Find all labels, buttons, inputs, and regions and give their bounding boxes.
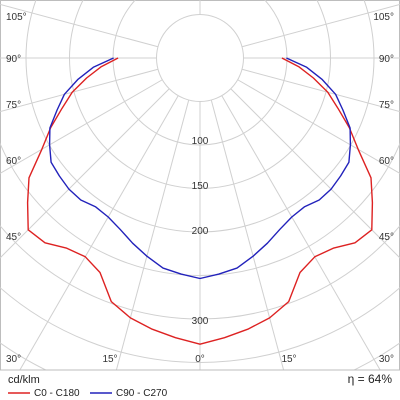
grid-ray-15-left xyxy=(107,99,190,400)
angle-label-right-1: 75° xyxy=(379,100,394,111)
grid-ray-30-right xyxy=(221,95,381,371)
footer-background xyxy=(0,370,400,400)
grid-ray-75-right xyxy=(241,68,400,113)
series-curve-0 xyxy=(26,57,374,345)
series-curve-1 xyxy=(48,57,352,280)
angle-label-bottom-1: 15° xyxy=(102,354,117,365)
angle-label-right-3: 45° xyxy=(379,232,394,243)
series-group xyxy=(26,57,374,345)
grid-ray-105-right xyxy=(241,3,400,48)
legend-label-c90: C90 - C270 xyxy=(116,388,168,399)
grid-ray-45-right xyxy=(230,88,400,259)
angle-label-right-2: 60° xyxy=(379,156,394,167)
angle-label-left-2: 60° xyxy=(6,156,21,167)
angle-label-bottom-0: 30° xyxy=(6,354,21,365)
angle-label-right-0: 90° xyxy=(379,54,394,65)
radial-label-300: 300 xyxy=(192,316,209,327)
angle-label-left-0: 90° xyxy=(6,54,21,65)
grid-ray-105-left xyxy=(0,3,159,48)
angle-label-105-left: 105° xyxy=(6,12,27,23)
angle-label-bottom-4: 30° xyxy=(379,354,394,365)
grid-ray-60-right xyxy=(237,79,400,175)
efficiency-label: η = 64% xyxy=(348,372,393,386)
grid-ray-60-left xyxy=(0,79,163,175)
angle-label-105-right: 105° xyxy=(373,12,394,23)
unit-label: cd/klm xyxy=(8,374,40,386)
angle-label-left-1: 75° xyxy=(6,100,21,111)
footer: cd/klm η = 64% C0 - C180 C90 - C270 xyxy=(8,372,392,399)
angle-label-bottom-2: 0° xyxy=(195,354,205,365)
grid-ray-75-left xyxy=(0,68,159,113)
radial-labels: 100 150 200 300 xyxy=(192,136,209,327)
angle-label-bottom-3: 15° xyxy=(281,354,296,365)
angle-labels: 105° 105° 90° 75° 60° 45° 90° 75° 60° 45° 30° 15° 0°… xyxy=(6,12,394,365)
grid-ray-15-right xyxy=(210,99,293,400)
grid-ray-30-left xyxy=(19,95,179,371)
grid-ray-45-left xyxy=(0,88,170,259)
radial-label-150: 150 xyxy=(192,181,209,192)
legend-label-c0: C0 - C180 xyxy=(34,388,80,399)
angle-label-left-3: 45° xyxy=(6,232,21,243)
radial-label-200: 200 xyxy=(192,226,209,237)
radial-label-100: 100 xyxy=(192,136,209,147)
